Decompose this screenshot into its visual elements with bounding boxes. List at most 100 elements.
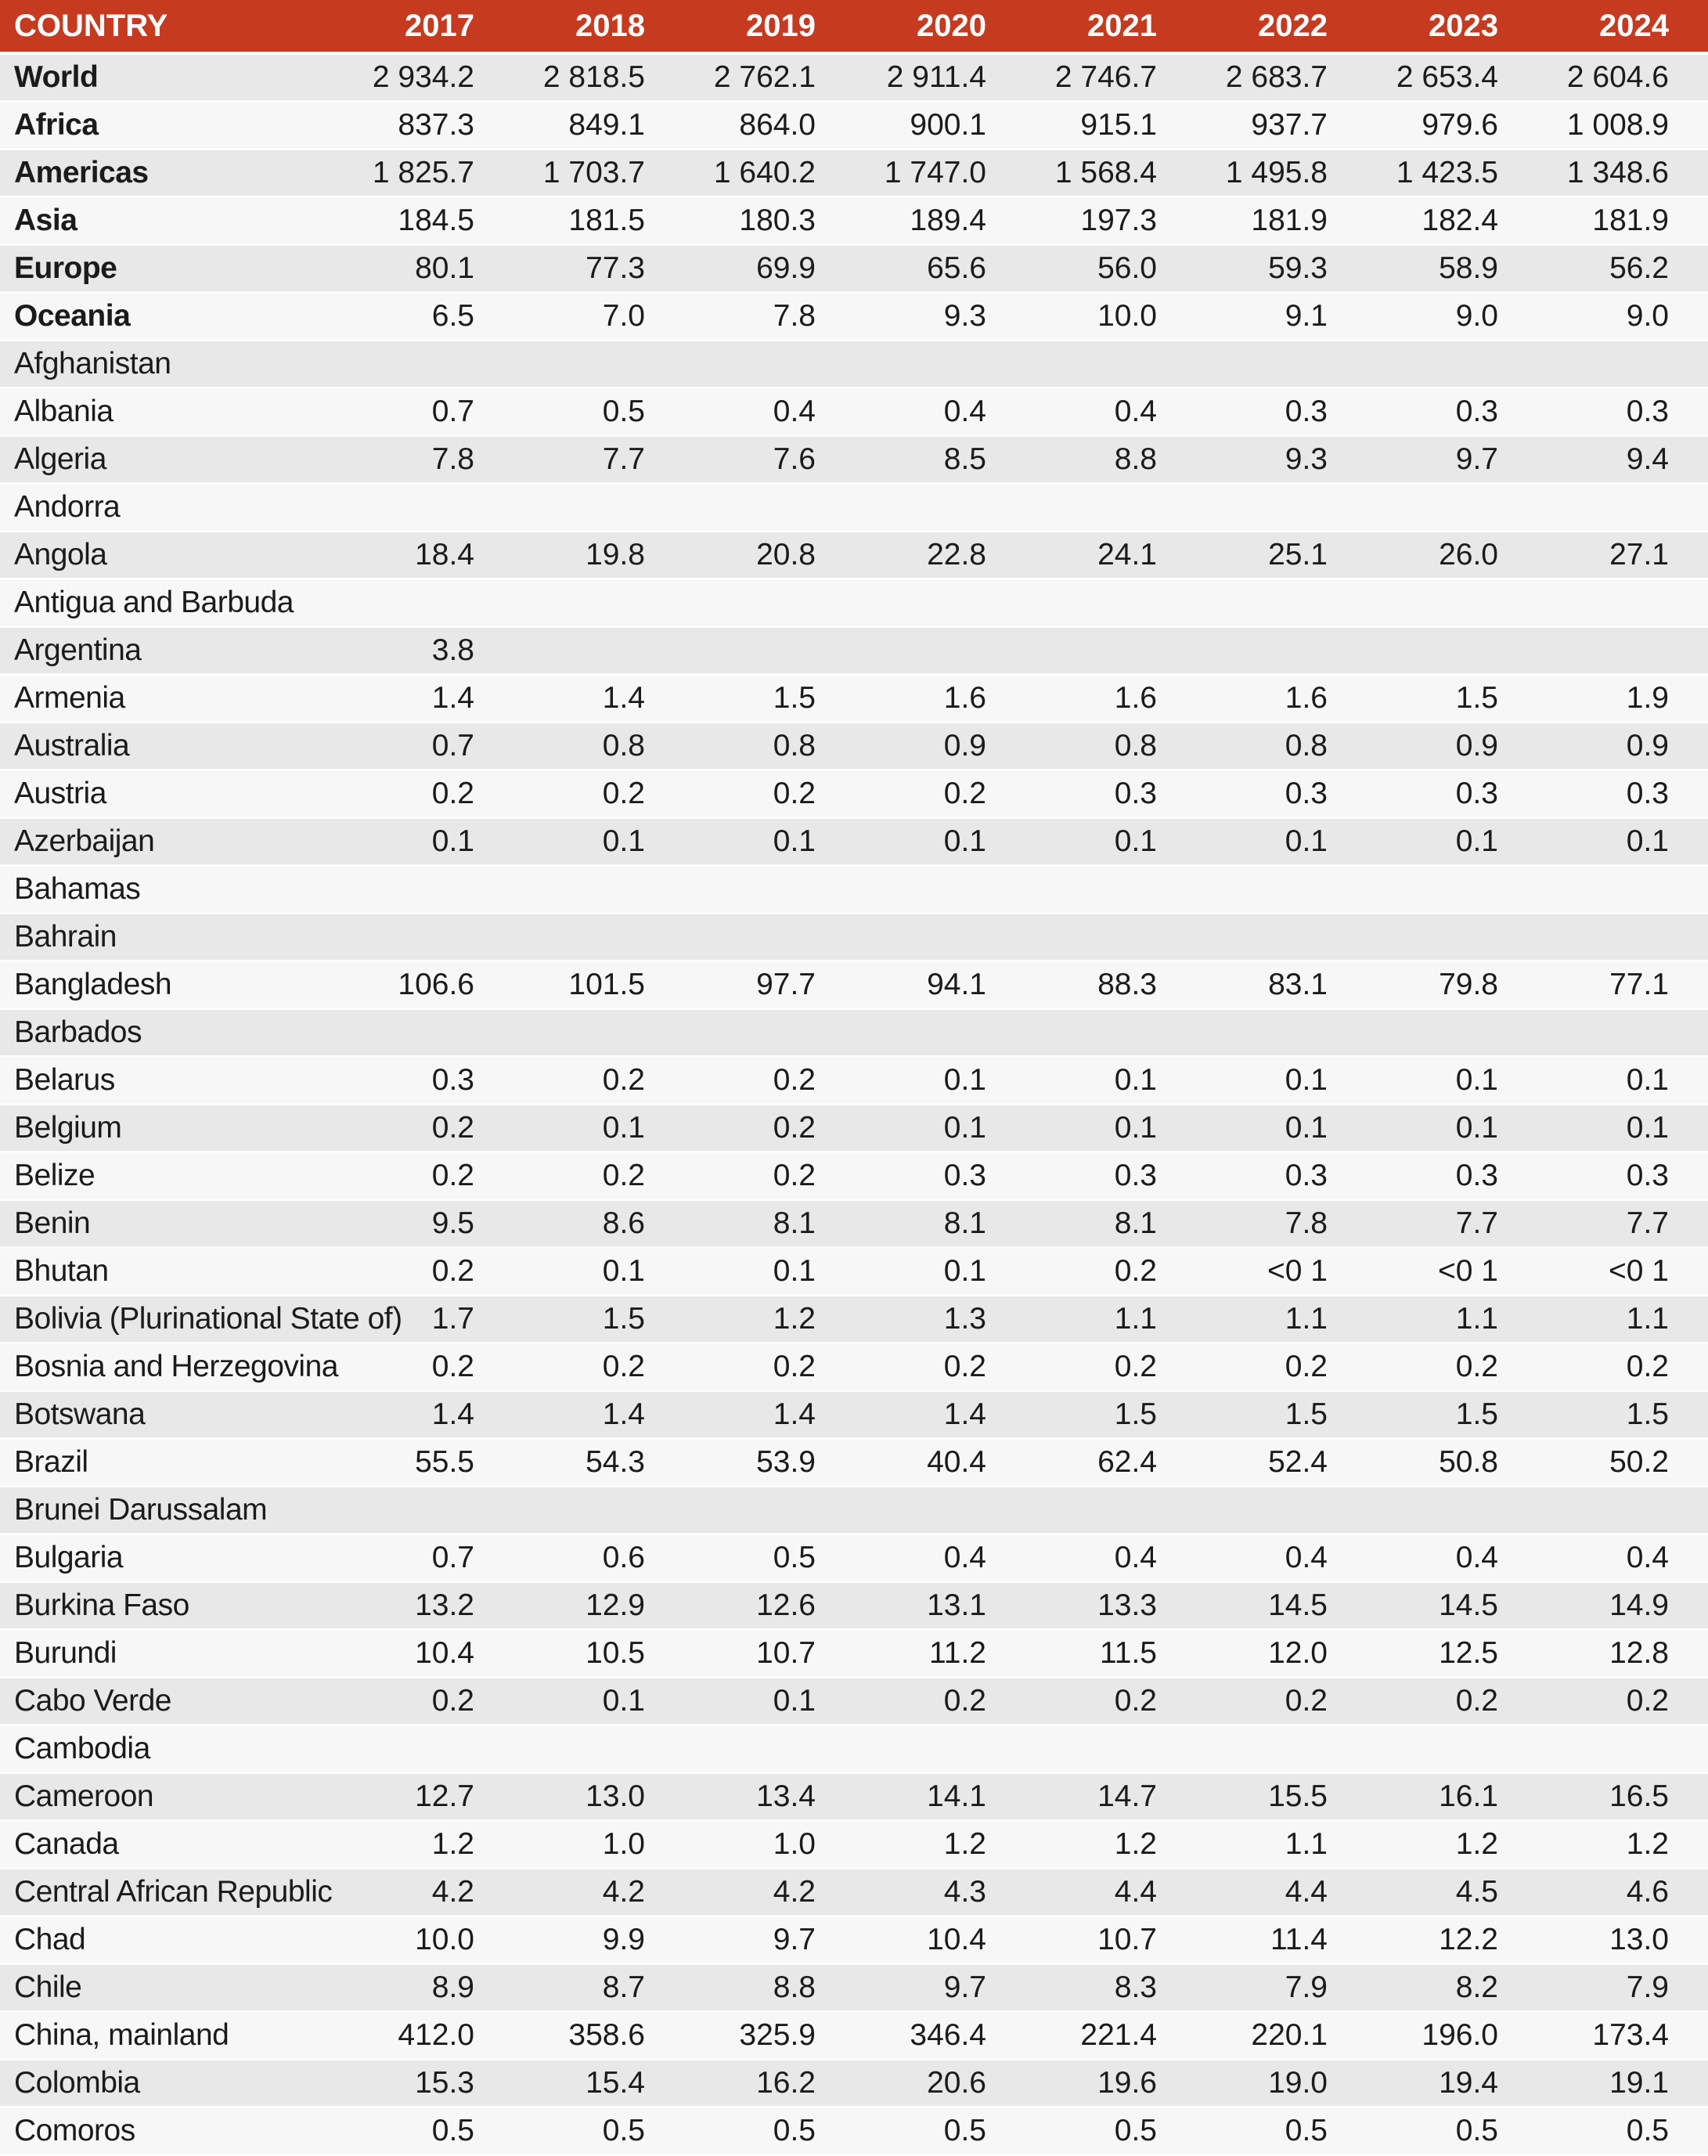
- table-row: China, mainland 412.0 358.6 325.9 346.4 221.4…: [0, 2013, 1708, 2060]
- value-cell: 0.3: [1367, 1153, 1537, 1201]
- country-name-cell: Comoros: [0, 2108, 343, 2156]
- value-cell: 0.1: [1196, 1058, 1367, 1105]
- value-cell: [513, 580, 684, 628]
- value-cell: 0.1: [513, 1249, 684, 1296]
- country-name-cell: Canada: [0, 1822, 343, 1869]
- value-cell: 0.2: [513, 1344, 684, 1392]
- value-cell: [343, 867, 513, 914]
- value-cell: 9.5: [343, 1201, 513, 1249]
- value-cell: 0.5: [684, 1535, 855, 1583]
- country-name-cell: Albania: [0, 389, 343, 437]
- country-name-cell: Americas: [0, 150, 343, 198]
- value-cell: 180.3: [684, 198, 855, 246]
- value-cell: [1537, 867, 1708, 914]
- value-cell: 0.2: [684, 1153, 855, 1201]
- value-cell: [1196, 1010, 1367, 1058]
- value-cell: 1 008.9: [1537, 103, 1708, 150]
- value-cell: 25.1: [1196, 532, 1367, 580]
- value-cell: 1 348.6: [1537, 150, 1708, 198]
- value-cell: 8.1: [855, 1201, 1025, 1249]
- value-cell: [684, 341, 855, 389]
- value-cell: 0.3: [343, 1058, 513, 1105]
- country-name-cell: Bolivia (Plurinational State of): [0, 1296, 402, 1344]
- value-cell: 900.1: [855, 103, 1025, 150]
- value-cell: 1 568.4: [1025, 150, 1196, 198]
- value-cell: 0.8: [684, 723, 855, 771]
- table-row: Chile 8.9 8.7 8.8 9.7 8.3 7.9 8.2 7.9: [0, 1965, 1708, 2013]
- value-cell: 0.1: [1196, 819, 1367, 867]
- value-cell: 14.5: [1367, 1583, 1537, 1631]
- column-header-year: 2024: [1537, 0, 1708, 55]
- value-cell: [1025, 914, 1196, 962]
- value-cell: [513, 1726, 684, 1774]
- value-cell: 106.6: [343, 962, 513, 1010]
- value-cell: 220.1: [1196, 2013, 1367, 2060]
- value-cell: 181.9: [1196, 198, 1367, 246]
- value-cell: 12.8: [1537, 1631, 1708, 1678]
- value-cell: 0.1: [855, 1105, 1025, 1153]
- value-cell: 1.5: [1367, 676, 1537, 723]
- value-cell: 1.2: [343, 1822, 513, 1869]
- value-cell: 182.4: [1367, 198, 1537, 246]
- value-cell: 0.1: [1367, 1105, 1537, 1153]
- value-cell: 56.2: [1537, 246, 1708, 294]
- value-cell: 0.1: [1025, 1105, 1196, 1153]
- value-cell: 0.2: [855, 771, 1025, 819]
- value-cell: 9.7: [1367, 437, 1537, 485]
- value-cell: 0.3: [1537, 389, 1708, 437]
- value-cell: [1367, 1726, 1537, 1774]
- table-row: Australia 0.7 0.8 0.8 0.9 0.8 0.8 0.9 0.9: [0, 723, 1708, 771]
- value-cell: 12.2: [1367, 1917, 1537, 1965]
- value-cell: 0.8: [1196, 723, 1367, 771]
- country-name-cell: Brunei Darussalam: [0, 1487, 343, 1535]
- value-cell: [1367, 580, 1537, 628]
- value-cell: 0.4: [855, 1535, 1025, 1583]
- table-row: Comoros 0.5 0.5 0.5 0.5 0.5 0.5 0.5 0.5: [0, 2108, 1708, 2156]
- country-name-cell: Bulgaria: [0, 1535, 343, 1583]
- country-name-cell: Central African Republic: [0, 1869, 343, 1917]
- value-cell: 14.9: [1537, 1583, 1708, 1631]
- table-row: Botswana 1.4 1.4 1.4 1.4 1.5 1.5 1.5 1.5: [0, 1392, 1708, 1440]
- value-cell: 8.6: [513, 1201, 684, 1249]
- value-cell: [1025, 867, 1196, 914]
- value-cell: 0.3: [1537, 1153, 1708, 1201]
- value-cell: 22.8: [855, 532, 1025, 580]
- value-cell: 358.6: [513, 2013, 684, 2060]
- value-cell: 54.3: [513, 1440, 684, 1487]
- value-cell: 0.2: [684, 1105, 855, 1153]
- country-name-cell: China, mainland: [0, 2013, 343, 2060]
- value-cell: 7.7: [1367, 1201, 1537, 1249]
- value-cell: 0.2: [343, 1344, 513, 1392]
- value-cell: 197.3: [1025, 198, 1196, 246]
- value-cell: 65.6: [855, 246, 1025, 294]
- value-cell: 189.4: [855, 198, 1025, 246]
- country-name-cell: Bahamas: [0, 867, 343, 914]
- value-cell: 346.4: [855, 2013, 1025, 2060]
- value-cell: 88.3: [1025, 962, 1196, 1010]
- country-name-cell: Armenia: [0, 676, 343, 723]
- country-name-cell: Benin: [0, 1201, 343, 1249]
- value-cell: 9.0: [1367, 294, 1537, 341]
- value-cell: 1.1: [1196, 1296, 1367, 1344]
- value-cell: 19.8: [513, 532, 684, 580]
- value-cell: 8.8: [684, 1965, 855, 2013]
- value-cell: 1.1: [1367, 1296, 1537, 1344]
- value-cell: 7.9: [1537, 1965, 1708, 2013]
- value-cell: 9.7: [684, 1917, 855, 1965]
- value-cell: 7.7: [513, 437, 684, 485]
- value-cell: [513, 628, 684, 676]
- value-cell: 6.5: [343, 294, 513, 341]
- value-cell: 0.1: [1025, 819, 1196, 867]
- value-cell: 2 934.2: [343, 55, 513, 103]
- value-cell: 8.5: [855, 437, 1025, 485]
- value-cell: 0.2: [513, 1153, 684, 1201]
- table-row: Africa 837.3 849.1 864.0 900.1 915.1 937.7 979.…: [0, 103, 1708, 150]
- value-cell: 16.5: [1537, 1774, 1708, 1822]
- value-cell: [855, 1726, 1025, 1774]
- country-name-cell: Cameroon: [0, 1774, 343, 1822]
- value-cell: 8.3: [1025, 1965, 1196, 2013]
- country-name-cell: Belgium: [0, 1105, 343, 1153]
- country-name-cell: Angola: [0, 532, 343, 580]
- value-cell: 8.9: [343, 1965, 513, 2013]
- country-name-cell: Afghanistan: [0, 341, 343, 389]
